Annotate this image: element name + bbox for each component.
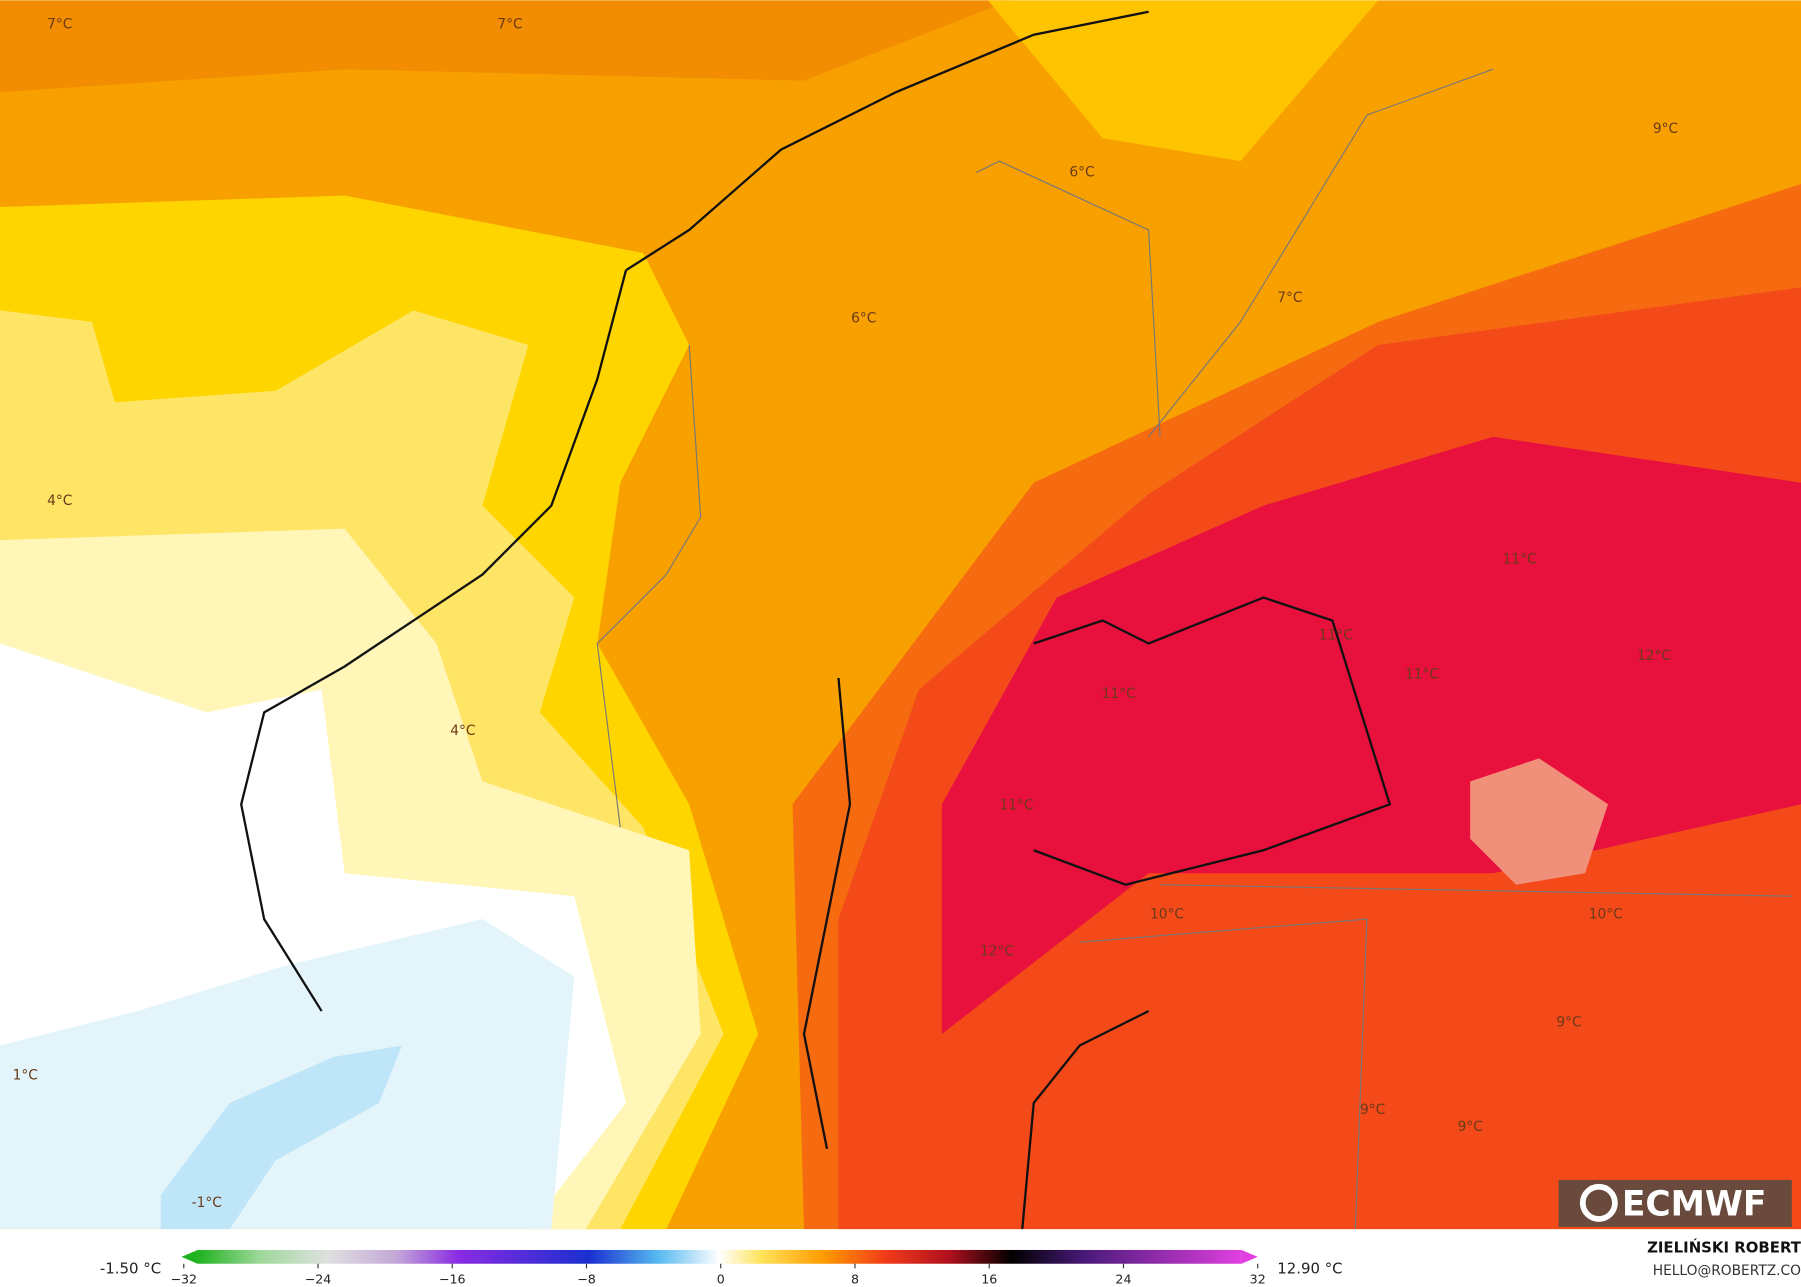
- colorbar: [197, 1249, 1242, 1264]
- temperature-label: 11°C: [1405, 667, 1439, 683]
- temperature-label: 7°C: [47, 16, 72, 32]
- temperature-label: 10°C: [1150, 907, 1184, 923]
- field-blue: [160, 1045, 403, 1230]
- temperature-label: 7°C: [497, 16, 522, 32]
- field-light-blue: [0, 919, 575, 1230]
- temperature-label: 9°C: [1458, 1119, 1483, 1135]
- colorbar-max-arrow: [1241, 1249, 1258, 1264]
- temperature-label: 4°C: [450, 723, 475, 739]
- colorbar-tick-label: 0: [717, 1271, 725, 1286]
- colorbar-min-arrow: [181, 1249, 198, 1264]
- temperature-label: 10°C: [1589, 907, 1623, 923]
- credit-contact: HELLO@ROBERTZ.CO: [1653, 1263, 1801, 1279]
- temperature-field: [0, 0, 1801, 1230]
- temperature-label: 12°C: [1637, 648, 1671, 664]
- logo-text: ECMWF: [1622, 1185, 1767, 1225]
- colorbar-tick-label: −32: [170, 1271, 197, 1286]
- min-value: -1.50 °C: [100, 1259, 161, 1277]
- field-crimson: [941, 436, 1801, 1035]
- coastline: [240, 10, 1392, 1230]
- lake: [1470, 758, 1609, 885]
- temperature-label: 12°C: [980, 943, 1014, 959]
- temperature-label: 4°C: [47, 493, 72, 509]
- max-value: 12.90 °C: [1277, 1259, 1342, 1277]
- colorbar-ticks: −32 −24 −16 −8 0 8 16 24 32: [170, 1263, 1266, 1286]
- temperature-label: 7°C: [1277, 290, 1302, 306]
- temperature-label: 6°C: [1069, 165, 1094, 181]
- logo-icon: [1579, 1183, 1618, 1222]
- field-amber: [987, 0, 1379, 162]
- temperature-label: 9°C: [1556, 1015, 1581, 1031]
- colorbar-tick-label: 8: [851, 1271, 859, 1286]
- temperature-label: 9°C: [1360, 1102, 1385, 1118]
- temperature-label: 9°C: [1653, 121, 1678, 137]
- colorbar-tick-label: −24: [305, 1271, 332, 1286]
- colorbar-tick-label: −16: [439, 1271, 466, 1286]
- credit-name: ZIELIŃSKI ROBERT: [1647, 1238, 1801, 1256]
- colorbar-tick-label: 24: [1115, 1271, 1131, 1286]
- colorbar-tick-label: 16: [981, 1271, 997, 1286]
- colorbar-tick-label: −8: [577, 1271, 596, 1286]
- borders: [596, 68, 1792, 1230]
- temperature-label: 11°C: [1000, 797, 1034, 813]
- colorbar-tick-label: 32: [1250, 1271, 1266, 1286]
- field-dark-orange: [0, 0, 1011, 93]
- temperature-label: -1°C: [192, 1195, 222, 1211]
- temperature-label: 11°C: [1102, 686, 1136, 702]
- temperature-label: 11°C: [1319, 627, 1353, 643]
- temperature-labels: 7°C 7°C 9°C 6°C 6°C 7°C 4°C 11°C 11°C 11°C 12°C 11°…: [13, 16, 1678, 1210]
- temperature-label: 6°C: [851, 310, 876, 326]
- temperature-label: 11°C: [1503, 552, 1537, 568]
- temperature-label: 1°C: [13, 1067, 38, 1083]
